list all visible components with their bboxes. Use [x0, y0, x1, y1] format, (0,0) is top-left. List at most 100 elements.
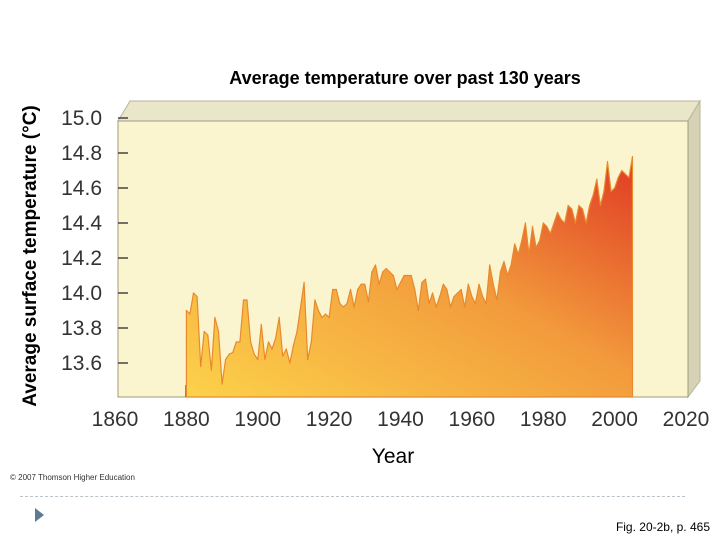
data-point — [317, 309, 319, 312]
data-point — [442, 283, 444, 285]
x-axis-label: Year — [371, 445, 415, 468]
data-point — [332, 288, 334, 291]
data-point — [246, 299, 248, 301]
data-point — [303, 281, 305, 284]
data-point — [610, 190, 612, 193]
data-point — [203, 330, 205, 333]
plot-panel-side — [687, 99, 701, 399]
data-point — [214, 316, 216, 319]
data-point — [449, 306, 452, 308]
data-point — [200, 365, 202, 368]
data-point — [289, 362, 291, 364]
y-tick-label: 13.8 — [61, 317, 102, 340]
data-point — [260, 323, 262, 326]
data-point — [467, 283, 469, 285]
data-point — [314, 299, 316, 301]
data-point — [267, 341, 270, 343]
data-point — [485, 302, 487, 305]
data-point — [546, 225, 548, 228]
data-point — [432, 292, 434, 294]
data-point — [389, 271, 391, 273]
data-point — [228, 353, 230, 355]
data-point — [489, 264, 491, 266]
data-point — [292, 344, 294, 347]
copyright-text: © 2007 Thomson Higher Education — [10, 473, 135, 482]
data-point — [460, 288, 462, 291]
data-point — [399, 281, 402, 284]
x-tick-label: 2000 — [591, 408, 638, 431]
y-axis-label: Average surface temperature (°C) — [20, 105, 41, 407]
data-point — [414, 288, 416, 291]
data-point — [457, 292, 459, 294]
data-point — [624, 173, 626, 175]
data-point — [581, 208, 584, 210]
play-arrow-icon[interactable] — [35, 508, 44, 522]
data-point — [232, 351, 234, 354]
data-point — [410, 274, 412, 277]
data-point — [342, 306, 344, 308]
data-point — [578, 204, 580, 207]
data-point — [264, 358, 266, 361]
data-point — [242, 299, 245, 301]
data-point — [321, 316, 323, 319]
data-point — [428, 302, 430, 305]
data-point — [567, 204, 569, 207]
data-point — [278, 316, 280, 319]
data-point — [482, 295, 484, 298]
data-point — [528, 253, 530, 256]
data-point — [521, 239, 523, 242]
data-point — [614, 187, 616, 189]
data-point — [471, 295, 473, 298]
data-point — [424, 278, 427, 280]
y-tick-label: 14.8 — [61, 142, 102, 165]
data-point — [417, 309, 419, 312]
data-point — [407, 274, 409, 277]
data-point — [385, 267, 387, 270]
data-point — [439, 295, 441, 298]
data-point — [556, 211, 559, 214]
data-point — [606, 161, 609, 163]
plot-panel-top — [117, 100, 701, 122]
footer-divider — [20, 496, 685, 497]
data-point — [464, 306, 466, 308]
x-tick-label: 1940 — [377, 408, 424, 431]
data-point — [378, 283, 380, 285]
data-point — [496, 299, 498, 301]
x-tick-label: 1920 — [306, 408, 353, 431]
data-point — [535, 246, 537, 249]
data-point — [300, 306, 302, 308]
data-point — [275, 337, 277, 340]
data-point — [196, 295, 198, 298]
data-point — [631, 155, 634, 158]
x-tick-label: 1860 — [92, 408, 139, 431]
data-point — [239, 341, 241, 343]
data-point — [453, 295, 455, 298]
chart-title: Average temperature over past 130 years — [229, 68, 581, 88]
x-tick-label: 1880 — [163, 408, 210, 431]
y-tick-label: 14.4 — [61, 212, 102, 235]
data-point — [592, 194, 594, 196]
data-point — [396, 288, 398, 291]
data-point — [185, 309, 187, 312]
data-point — [207, 334, 209, 336]
data-point — [564, 222, 566, 224]
data-point — [542, 222, 544, 224]
x-tick-label: 1900 — [234, 408, 281, 431]
data-point — [217, 330, 220, 333]
data-point — [474, 302, 476, 305]
y-tick-label: 14.6 — [61, 177, 102, 200]
data-point — [628, 176, 630, 179]
data-point — [307, 358, 309, 361]
x-tick-label: 1980 — [520, 408, 567, 431]
data-point — [371, 271, 373, 273]
data-point — [599, 204, 602, 207]
data-point — [325, 313, 327, 315]
data-point — [524, 222, 527, 224]
x-tick-label: 2020 — [663, 408, 710, 431]
data-point — [549, 232, 552, 235]
data-point — [360, 283, 362, 285]
data-point — [492, 283, 494, 285]
data-point — [382, 271, 384, 273]
data-point — [589, 204, 591, 207]
